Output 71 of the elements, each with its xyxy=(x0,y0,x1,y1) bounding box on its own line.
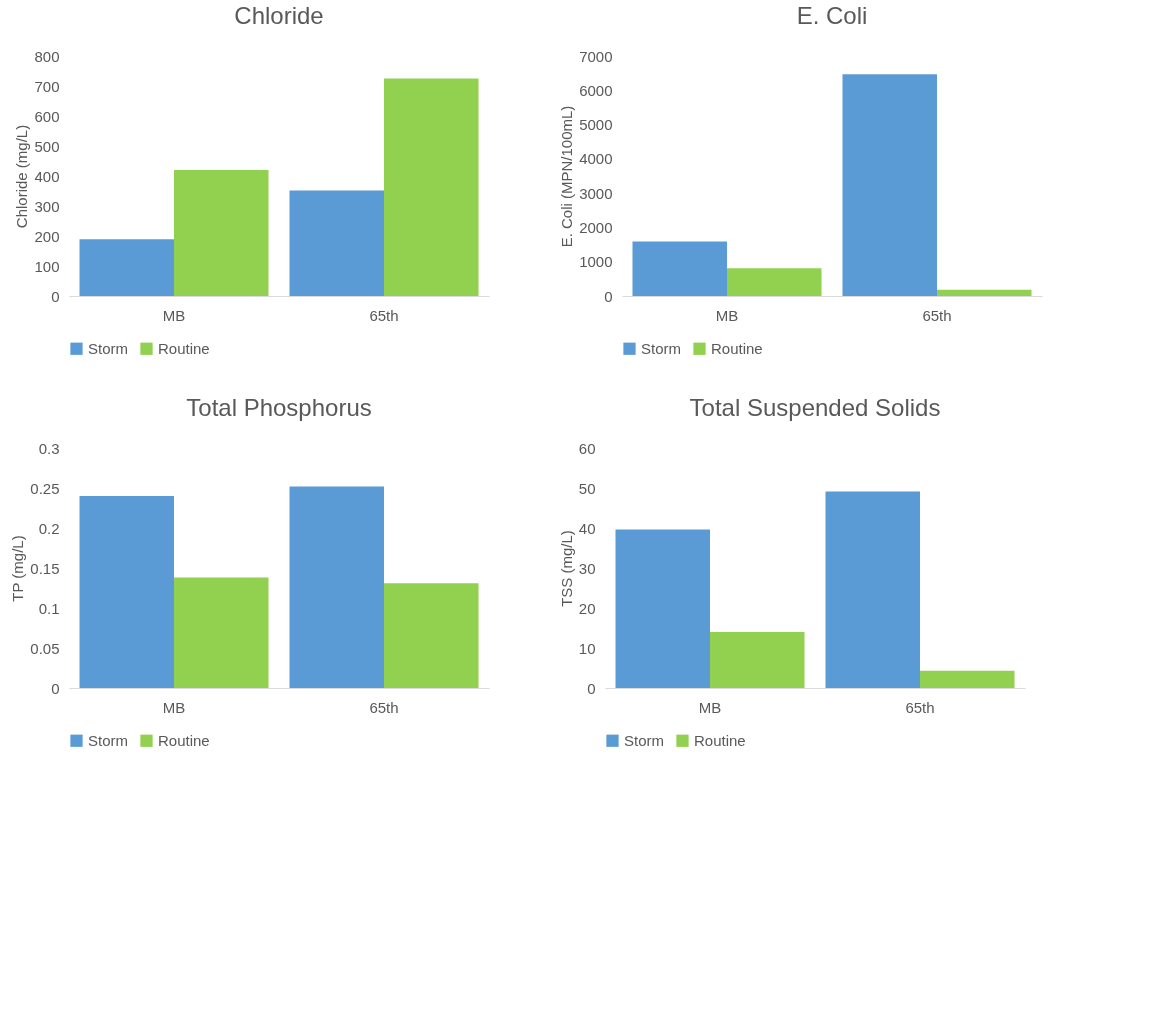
legend-label: Storm xyxy=(88,339,129,357)
y-tick-label: 0.25 xyxy=(30,479,60,497)
x-tick-label: MB xyxy=(698,698,722,716)
y-tick-label: 700 xyxy=(34,77,60,95)
bar xyxy=(79,496,174,688)
bar xyxy=(289,190,384,296)
y-tick-label: 0 xyxy=(587,679,596,697)
bar xyxy=(174,577,269,688)
bar xyxy=(825,491,920,688)
y-tick-label: 50 xyxy=(578,479,596,497)
y-tick-label: 0.2 xyxy=(38,519,60,537)
bar xyxy=(632,241,727,296)
bar xyxy=(384,583,479,688)
y-axis-title: E. Coli (MPN/100mL) xyxy=(558,105,576,248)
legend-label: Routine xyxy=(711,339,763,357)
y-tick-label: 300 xyxy=(34,197,60,215)
bar xyxy=(727,268,822,296)
y-tick-label: 800 xyxy=(34,47,60,65)
legend-label: Routine xyxy=(158,731,210,749)
x-tick-label: 65th xyxy=(369,306,399,324)
chart-title: Total Phosphorus xyxy=(186,394,372,421)
y-tick-label: 0 xyxy=(604,287,613,305)
bar xyxy=(920,670,1015,688)
bar xyxy=(710,632,805,688)
x-tick-label: 65th xyxy=(922,306,952,324)
y-axis-title: TP (mg/L) xyxy=(9,535,27,602)
y-tick-label: 60 xyxy=(578,439,596,457)
y-tick-label: 200 xyxy=(34,227,60,245)
y-tick-label: 7000 xyxy=(579,47,613,65)
x-tick-label: 65th xyxy=(369,698,399,716)
x-tick-label: MB xyxy=(162,306,186,324)
y-tick-label: 20 xyxy=(578,599,596,617)
y-tick-label: 6000 xyxy=(579,81,613,99)
y-tick-label: 2000 xyxy=(579,218,613,236)
y-tick-label: 4000 xyxy=(579,150,613,168)
chart-title: Total Suspended Solids xyxy=(689,394,941,421)
bar xyxy=(842,74,937,296)
y-tick-label: 0.3 xyxy=(38,439,60,457)
bar xyxy=(174,170,269,296)
bar xyxy=(384,78,479,296)
y-tick-label: 400 xyxy=(34,167,60,185)
y-tick-label: 30 xyxy=(578,559,596,577)
legend-label: Storm xyxy=(88,731,129,749)
y-tick-label: 0 xyxy=(51,287,60,305)
bar xyxy=(615,529,710,688)
y-tick-label: 600 xyxy=(34,107,60,125)
y-tick-label: 0 xyxy=(51,679,60,697)
y-tick-label: 3000 xyxy=(579,184,613,202)
legend-label: Routine xyxy=(694,731,746,749)
legend-label: Routine xyxy=(158,339,210,357)
y-axis-title: TSS (mg/L) xyxy=(557,530,575,607)
y-tick-label: 10 xyxy=(578,639,596,657)
chart-title: Chloride xyxy=(234,2,324,29)
y-tick-label: 500 xyxy=(34,137,60,155)
y-axis-title: Chloride (mg/L) xyxy=(13,124,31,229)
y-tick-label: 0.05 xyxy=(30,639,60,657)
legend-label: Storm xyxy=(624,731,665,749)
chart-title: E. Coli xyxy=(796,2,868,29)
y-tick-label: 40 xyxy=(578,519,596,537)
y-tick-label: 1000 xyxy=(579,253,613,271)
bar xyxy=(289,486,384,688)
bar xyxy=(937,289,1032,296)
legend-label: Storm xyxy=(641,339,682,357)
x-tick-label: 65th xyxy=(905,698,935,716)
y-tick-label: 0.15 xyxy=(30,559,60,577)
bar xyxy=(79,239,174,296)
x-tick-label: MB xyxy=(715,306,739,324)
y-tick-label: 0.1 xyxy=(38,599,60,617)
y-tick-label: 100 xyxy=(34,257,60,275)
x-tick-label: MB xyxy=(162,698,186,716)
y-tick-label: 5000 xyxy=(579,116,613,134)
